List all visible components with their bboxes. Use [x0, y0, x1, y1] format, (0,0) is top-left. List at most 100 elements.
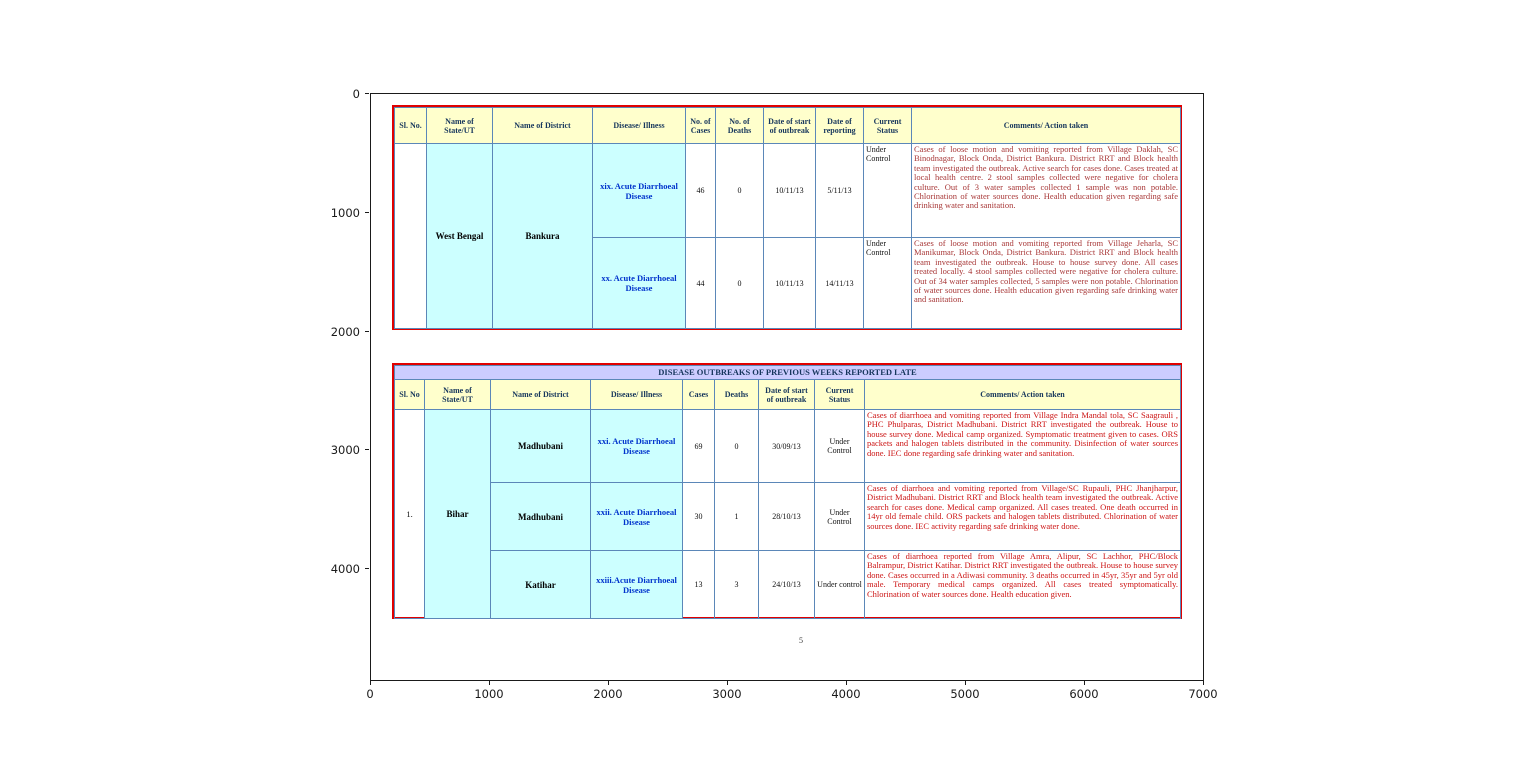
x-tick-label: 0: [366, 687, 374, 701]
cell-start-date: 24/10/13: [758, 550, 815, 619]
cell-reporting-date: 5/11/13: [815, 143, 864, 238]
y-tick-mark: [365, 449, 369, 450]
y-tick-label: 0: [352, 87, 360, 101]
cell-start-date: 30/09/13: [758, 409, 815, 483]
col-header-disease: Disease/ Illness: [592, 107, 686, 144]
col-header-comments: Comments/ Action taken: [911, 107, 1181, 144]
x-tick-mark: [1203, 681, 1204, 685]
cell-start-date: 28/10/13: [758, 482, 815, 551]
x-tick-label: 6000: [1069, 687, 1099, 701]
col-header-disease: Disease/ Illness: [590, 379, 683, 410]
cell-status: Under Control: [814, 409, 865, 483]
x-tick-label: 2000: [593, 687, 623, 701]
cell-deaths: 3: [714, 550, 759, 619]
cell-disease: xxi. Acute Diarrhoeal Disease: [590, 409, 683, 483]
col-header-start-date: Date of start of outbreak: [758, 379, 815, 410]
col-header-status: Current Status: [863, 107, 912, 144]
col-header-start-date: Date of start of outbreak: [763, 107, 816, 144]
outbreak-table-previous-weeks: DISEASE OUTBREAKS OF PREVIOUS WEEKS REPO…: [392, 363, 1182, 619]
table1: Sl. No. Name of State/UT Name of Distric…: [394, 107, 1181, 329]
cell-state: Bihar: [424, 409, 491, 619]
x-tick-mark: [727, 681, 728, 685]
col-header-sl-no: Sl. No.: [394, 107, 427, 144]
cell-comments: Cases of diarrhoea and vomiting reported…: [864, 482, 1181, 551]
col-header-district: Name of District: [490, 379, 591, 410]
y-tick-label: 4000: [330, 562, 360, 576]
table-row: xx. Acute Diarrhoeal Disease 44 0 10/11/…: [395, 237, 1181, 329]
table2-title-row: DISEASE OUTBREAKS OF PREVIOUS WEEKS REPO…: [394, 365, 1181, 380]
cell-deaths: 0: [715, 143, 764, 238]
col-header-cases: No. of Cases: [685, 107, 716, 144]
x-tick-mark: [1084, 681, 1085, 685]
cell-district: Madhubani: [490, 482, 591, 551]
table2-title: DISEASE OUTBREAKS OF PREVIOUS WEEKS REPO…: [394, 365, 1181, 380]
cell-sl-no: 1.: [394, 409, 425, 619]
plot-axes: Sl. No. Name of State/UT Name of Distric…: [370, 93, 1204, 681]
cell-disease: xix. Acute Diarrhoeal Disease: [592, 143, 686, 238]
cell-reporting-date: 14/11/13: [815, 237, 864, 329]
y-tick-label: 2000: [330, 325, 360, 339]
cell-disease: xx. Acute Diarrhoeal Disease: [592, 237, 686, 329]
cell-district: Bankura: [492, 143, 593, 329]
cell-district: Madhubani: [490, 409, 591, 483]
cell-comments: Cases of loose motion and vomiting repor…: [911, 237, 1181, 329]
x-tick-mark: [370, 681, 371, 685]
table-row: Katihar xxiii.Acute Diarrhoeal Disease 1…: [395, 550, 1181, 619]
cell-comments: Cases of diarrhoea and vomiting reported…: [864, 409, 1181, 483]
x-tick-mark: [489, 681, 490, 685]
cell-start-date: 10/11/13: [763, 143, 816, 238]
table-row: West Bengal Bankura xix. Acute Diarrhoea…: [394, 143, 1181, 329]
y-tick-mark: [365, 93, 369, 94]
x-tick-mark: [846, 681, 847, 685]
cell-sl-no: [394, 143, 427, 329]
cell-cases: 46: [685, 143, 716, 238]
cell-cases: 44: [685, 237, 716, 329]
cell-deaths: 1: [714, 482, 759, 551]
cell-cases: 13: [682, 550, 715, 619]
cell-comments: Cases of diarrhoea reported from Village…: [864, 550, 1181, 619]
cell-district: Katihar: [490, 550, 591, 619]
x-tick-label: 5000: [950, 687, 980, 701]
table2: DISEASE OUTBREAKS OF PREVIOUS WEEKS REPO…: [394, 365, 1181, 619]
y-tick-label: 3000: [330, 443, 360, 457]
x-tick-label: 3000: [712, 687, 742, 701]
cell-status: Under control: [814, 550, 865, 619]
x-tick-label: 4000: [831, 687, 861, 701]
x-tick-mark: [608, 681, 609, 685]
table2-header-row: Sl. No Name of State/UT Name of District…: [394, 379, 1181, 410]
x-tick-mark: [965, 681, 966, 685]
col-header-district: Name of District: [492, 107, 593, 144]
col-header-sl-no: Sl. No: [394, 379, 425, 410]
x-tick-label: 7000: [1188, 687, 1218, 701]
col-header-deaths: Deaths: [714, 379, 759, 410]
col-header-status: Current Status: [814, 379, 865, 410]
outbreak-table-current-week: Sl. No. Name of State/UT Name of Distric…: [392, 105, 1182, 330]
col-header-state: Name of State/UT: [426, 107, 493, 144]
cell-comments: Cases of loose motion and vomiting repor…: [911, 143, 1181, 238]
cell-disease: xxiii.Acute Diarrhoeal Disease: [590, 550, 683, 619]
y-tick-mark: [365, 331, 369, 332]
cell-cases: 69: [682, 409, 715, 483]
col-header-comments: Comments/ Action taken: [864, 379, 1181, 410]
cell-status: Under Control: [863, 237, 912, 329]
table-row: 1. Bihar Madhubani xxi. Acute Diarrhoeal…: [394, 409, 1181, 619]
table1-header-row: Sl. No. Name of State/UT Name of Distric…: [394, 107, 1181, 144]
page-number: 5: [799, 636, 803, 645]
cell-disease: xxii. Acute Diarrhoeal Disease: [590, 482, 683, 551]
y-tick-mark: [365, 212, 369, 213]
table-row: Madhubani xxii. Acute Diarrhoeal Disease…: [395, 482, 1181, 551]
col-header-deaths: No. of Deaths: [715, 107, 764, 144]
cell-deaths: 0: [714, 409, 759, 483]
y-tick-label: 1000: [330, 206, 360, 220]
cell-start-date: 10/11/13: [763, 237, 816, 329]
col-header-reporting-date: Date of reporting: [815, 107, 864, 144]
cell-status: Under Control: [863, 143, 912, 238]
cell-state: West Bengal: [426, 143, 493, 329]
y-tick-mark: [365, 568, 369, 569]
col-header-cases: Cases: [682, 379, 715, 410]
cell-status: Under Control: [814, 482, 865, 551]
x-tick-label: 1000: [474, 687, 504, 701]
cell-deaths: 0: [715, 237, 764, 329]
cell-cases: 30: [682, 482, 715, 551]
col-header-state: Name of State/UT: [424, 379, 491, 410]
